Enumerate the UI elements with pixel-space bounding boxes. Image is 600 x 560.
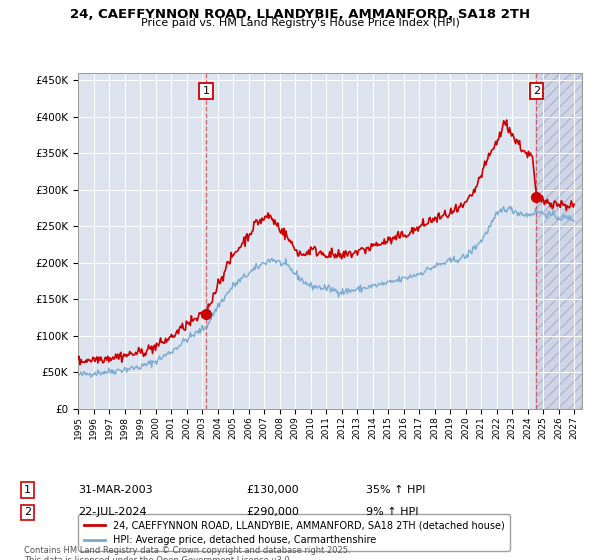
Text: 22-JUL-2024: 22-JUL-2024 (78, 507, 146, 517)
Bar (536, 73, 582, 409)
Text: 1: 1 (202, 86, 209, 96)
Text: 31-MAR-2003: 31-MAR-2003 (78, 485, 152, 495)
Legend: 24, CAEFFYNNON ROAD, LLANDYBIE, AMMANFORD, SA18 2TH (detached house), HPI: Avera: 24, CAEFFYNNON ROAD, LLANDYBIE, AMMANFOR… (78, 515, 511, 551)
Text: 2: 2 (533, 86, 540, 96)
Text: 2: 2 (24, 507, 31, 517)
Text: 1: 1 (24, 485, 31, 495)
Text: Price paid vs. HM Land Registry's House Price Index (HPI): Price paid vs. HM Land Registry's House … (140, 18, 460, 29)
Text: £130,000: £130,000 (246, 485, 299, 495)
Text: 35% ↑ HPI: 35% ↑ HPI (366, 485, 425, 495)
Text: 9% ↑ HPI: 9% ↑ HPI (366, 507, 419, 517)
Text: 24, CAEFFYNNON ROAD, LLANDYBIE, AMMANFORD, SA18 2TH: 24, CAEFFYNNON ROAD, LLANDYBIE, AMMANFOR… (70, 8, 530, 21)
Text: £290,000: £290,000 (246, 507, 299, 517)
Text: Contains HM Land Registry data © Crown copyright and database right 2025.
This d: Contains HM Land Registry data © Crown c… (24, 546, 350, 560)
